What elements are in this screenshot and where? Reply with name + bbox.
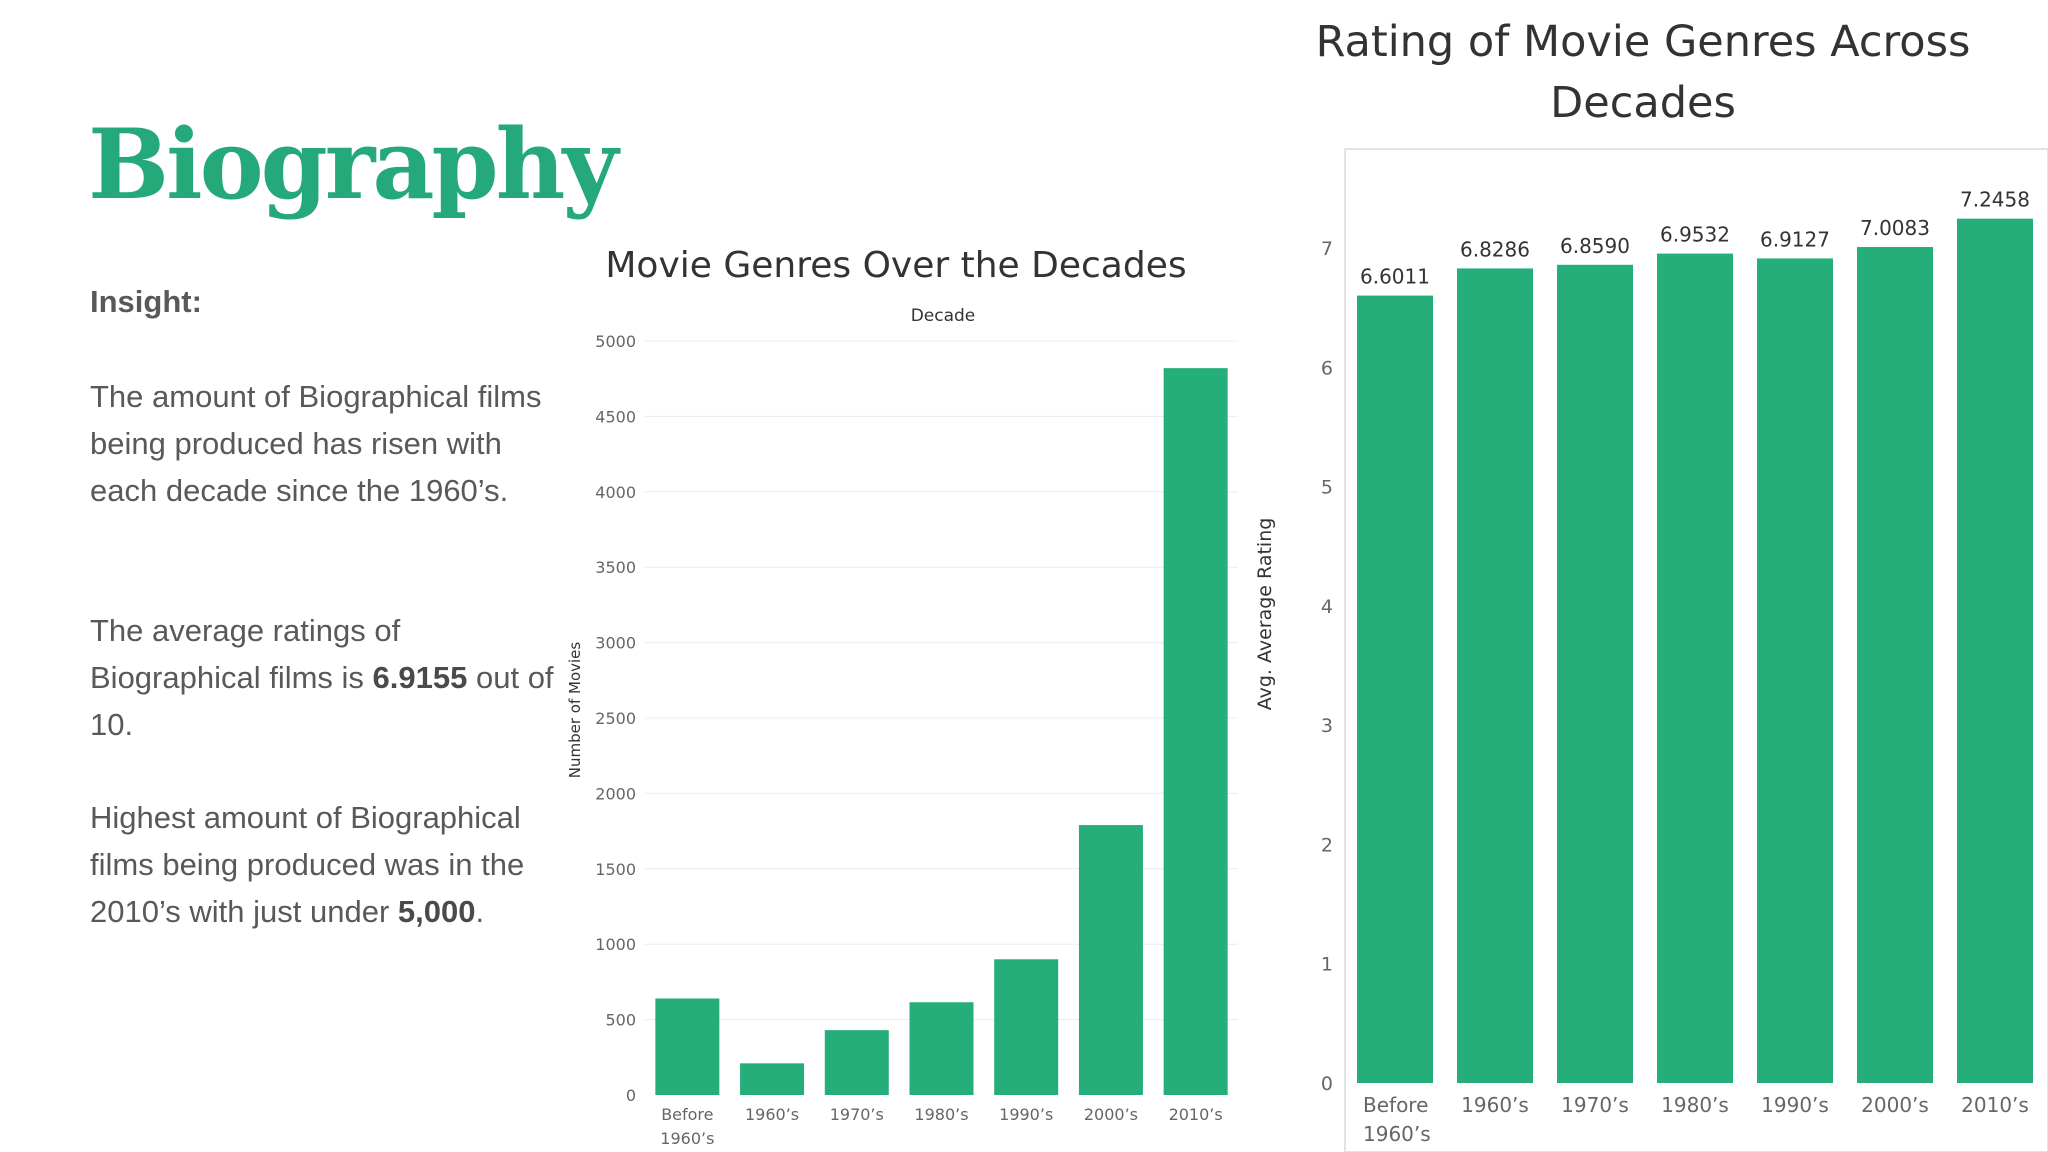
- chart1-y-tick-label: 4500: [595, 407, 636, 426]
- chart1-title: Movie Genres Over the Decades: [605, 245, 1186, 286]
- average-rating-value: 6.9155: [372, 660, 468, 695]
- insight-paragraph-2: The average ratings of Biographical film…: [90, 607, 560, 748]
- chart2-x-tick-label: 2010’s: [1961, 1093, 2029, 1117]
- insight-label: Insight:: [90, 284, 202, 319]
- insight-paragraph-1: The amount of Biographical films being p…: [90, 379, 542, 508]
- slide-title: Biography: [88, 108, 618, 221]
- chart1-y-tick-label: 500: [605, 1011, 636, 1030]
- chart2-x-tick-label: 1960’s: [1461, 1093, 1529, 1117]
- chart2-x-tick-label: 1980’s: [1661, 1093, 1729, 1117]
- chart2-title: Rating of Movie Genres Across Decades: [1316, 17, 1971, 128]
- chart2-y-tick-label: 5: [1321, 477, 1333, 499]
- insight-paragraph-2-text: The average ratings of Biographical film…: [90, 613, 401, 695]
- chart2-y-tick-label: 4: [1321, 596, 1333, 618]
- chart2-x-tick-label: 1970’s: [1561, 1093, 1629, 1117]
- chart2-bar: [1957, 218, 2033, 1083]
- chart1-y-tick-label: 0: [626, 1086, 636, 1105]
- highest-count-value: 5,000: [397, 894, 476, 929]
- insight-paragraph-3: Highest amount of Biographical films bei…: [90, 794, 560, 935]
- chart2-bar: [1557, 264, 1633, 1083]
- chart1-bar: [994, 959, 1059, 1095]
- chart2-y-tick-label: 1: [1321, 954, 1333, 976]
- chart1-y-tick-label: 5000: [595, 332, 636, 351]
- chart1-bar: [909, 1002, 974, 1095]
- chart2-y-tick-label: 2: [1321, 834, 1333, 856]
- chart1-header: Decade: [911, 306, 976, 326]
- insight-paragraph-2-tail: out of 10.: [90, 660, 554, 742]
- chart2-data-label: 7.2458: [1960, 188, 2030, 212]
- chart2-data-label: 6.9127: [1760, 227, 1830, 251]
- chart1-bar: [655, 998, 720, 1095]
- chart2-data-label: 6.8590: [1560, 234, 1630, 258]
- avg-rating-chart: Rating of Movie Genres Across Decades Avg…: [1254, 17, 2048, 1152]
- chart1-y-tick-label: 4000: [595, 483, 636, 502]
- chart1-bar: [740, 1063, 805, 1095]
- insight-paragraph-3-text: Highest amount of Biographical films bei…: [90, 800, 525, 929]
- chart1-x-tick-label: 2000’s: [1084, 1105, 1138, 1124]
- chart1-y-tick-label: 2500: [595, 709, 636, 728]
- chart1-y-tick-label: 1500: [595, 860, 636, 879]
- chart1-x-tick-label: 1970’s: [830, 1105, 884, 1124]
- chart2-bar: [1857, 247, 1933, 1083]
- chart1-x-tick-label: Before 1960’s: [660, 1105, 714, 1148]
- chart2-y-axis-title: Avg. Average Rating: [1254, 518, 1276, 711]
- chart1-x-tick-label: 2010’s: [1169, 1105, 1223, 1124]
- chart1-bar: [824, 1030, 889, 1095]
- chart2-bar: [1757, 258, 1833, 1083]
- chart1-y-tick-label: 3500: [595, 558, 636, 577]
- chart2-y-tick-label: 7: [1321, 238, 1333, 260]
- chart1-y-tick-label: 1000: [595, 935, 636, 954]
- chart1-y-tick-label: 2000: [595, 784, 636, 803]
- chart2-bar: [1357, 295, 1433, 1083]
- insight-paragraph-3-tail: .: [475, 894, 485, 929]
- chart1-x-tick-label: 1960’s: [745, 1105, 799, 1124]
- chart2-data-label: 6.8286: [1460, 237, 1530, 261]
- chart2-x-tick-label: Before 1960’s: [1363, 1093, 1431, 1146]
- chart2-y-tick-label: 0: [1321, 1073, 1333, 1095]
- chart1-bar: [1163, 368, 1228, 1095]
- chart1-y-axis-title: Number of Movies: [566, 642, 584, 779]
- chart1-bar: [1078, 825, 1143, 1095]
- chart2-data-label: 7.0083: [1860, 216, 1930, 240]
- chart2-y-tick-label: 3: [1321, 715, 1333, 737]
- chart2-y-tick-label: 6: [1321, 357, 1333, 379]
- chart2-data-label: 6.9532: [1660, 223, 1730, 247]
- chart1-x-tick-label: 1980’s: [914, 1105, 968, 1124]
- chart2-x-tick-label: 1990’s: [1761, 1093, 1829, 1117]
- chart2-data-label: 6.6011: [1360, 265, 1430, 289]
- chart1-x-tick-label: 1990’s: [999, 1105, 1053, 1124]
- chart2-x-tick-label: 2000’s: [1861, 1093, 1929, 1117]
- chart2-frame: [1344, 148, 2048, 1152]
- movie-count-chart: Movie Genres Over the Decades Decade Num…: [566, 245, 1238, 1148]
- chart2-bar: [1657, 253, 1733, 1083]
- chart2-bar: [1457, 268, 1533, 1083]
- chart1-y-tick-label: 3000: [595, 634, 636, 653]
